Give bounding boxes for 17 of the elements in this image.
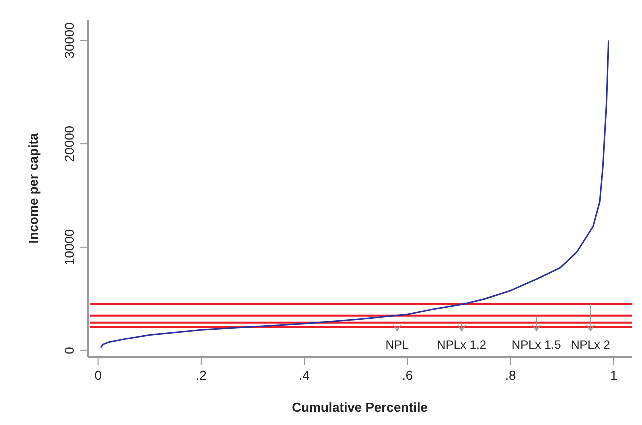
x-tick-label: 1 (610, 368, 618, 383)
y-tick-label: 0 (62, 347, 77, 354)
x-tick-label: .6 (402, 368, 414, 383)
x-tick-label: .8 (505, 368, 516, 383)
line-series (100, 40, 610, 348)
y-tick-label: 30000 (62, 22, 77, 59)
y-tick-label: 20000 (62, 126, 77, 162)
y-tick-label: 10000 (62, 229, 77, 266)
x-tick-label: 0 (94, 368, 102, 383)
x-tick-label: .4 (299, 368, 310, 383)
x-axis-title: Cumulative Percentile (292, 400, 428, 415)
y-axis-title: Income per capita (26, 132, 41, 244)
x-tick-label: .2 (196, 368, 207, 383)
annotation: NPLx 2 (571, 338, 611, 352)
annotation: NPLx 1.5 (512, 338, 562, 352)
annotation: NPL (386, 338, 410, 352)
annotation: NPLx 1.2 (437, 338, 487, 352)
